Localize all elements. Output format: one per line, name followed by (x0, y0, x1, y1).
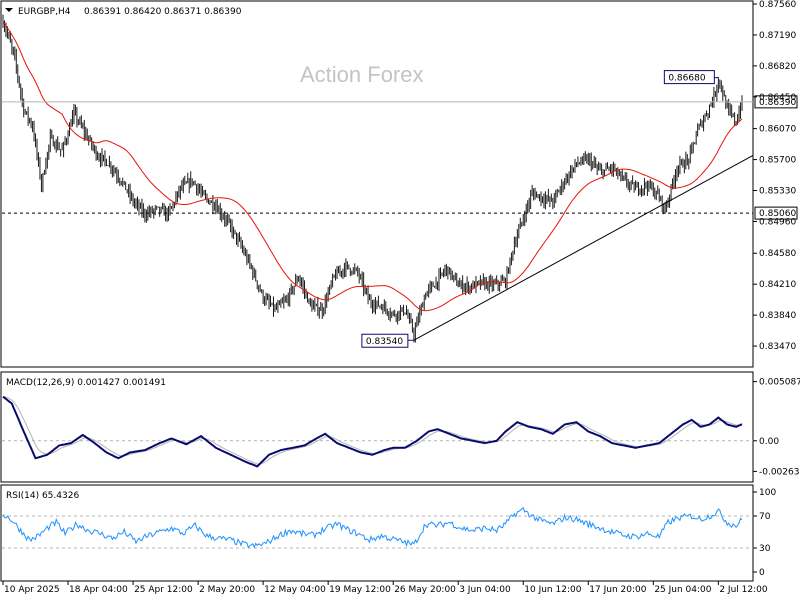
macd-y-tick-label: 0.00 (759, 437, 779, 447)
rsi-panel[interactable]: RSI(14) 65.4326 (0, 484, 754, 582)
watermark-text: Action Forex (300, 62, 424, 87)
low-label-box (361, 333, 409, 348)
rsi-level-lines (2, 515, 753, 549)
chart-menu-triangle-icon[interactable] (5, 8, 13, 12)
price-y-tick-label: 0.83470 (759, 342, 796, 352)
price-y-tick-label: 0.84210 (759, 280, 796, 290)
x-tick-label: 25 Apr 12:00 (134, 585, 193, 595)
price-panel[interactable]: Action Forex EURGBP,H4 0.86391 0.86420 0… (0, 0, 798, 368)
time-x-axis: 10 Apr 2025 18 Apr 04:00 25 Apr 12:00 2 May… (2, 581, 768, 595)
price-y-tick-label: 0.85700 (759, 156, 796, 166)
x-tick-label: 10 Jun 12:00 (524, 585, 581, 595)
price-y-tick-label: 0.85330 (759, 187, 796, 197)
support-level-label: 0.85060 (759, 209, 796, 219)
current-price-box (754, 95, 798, 109)
x-tick-label: 3 Jun 04:00 (459, 585, 511, 595)
ohlc-readout: 0.86391 0.86420 0.86371 0.86390 (84, 7, 242, 17)
symbol-title: EURGBP,H4 (18, 7, 71, 17)
rsi-title: RSI(14) 65.4326 (6, 491, 79, 501)
price-y-tick-label: 0.86820 (759, 62, 796, 72)
price-y-tick-label: 0.83840 (759, 311, 796, 321)
low-label: 0.83540 (366, 337, 403, 347)
macd-y-tick-label: 0.005087 (759, 378, 800, 388)
x-tick-label: 12 May 04:00 (264, 585, 326, 595)
x-tick-label: 25 Jun 04:00 (654, 585, 711, 595)
price-y-tick-label: 0.87560 (759, 0, 796, 10)
high-label-box (663, 70, 715, 85)
price-panel-frame (0, 0, 754, 368)
macd-lines (2, 395, 743, 468)
macd-main-line (2, 395, 743, 468)
x-tick-label: 17 Jun 20:00 (589, 585, 646, 595)
moving-average-line (2, 21, 743, 312)
x-tick-label: 19 May 12:00 (329, 585, 391, 595)
price-y-axis: 0.87560 0.87190 0.86820 0.86450 0.86070 0.857… (753, 0, 796, 352)
x-tick-label: 2 May 20:00 (199, 585, 255, 595)
macd-title: MACD(12,26,9) 0.001427 0.001491 (6, 378, 166, 388)
rsi-line (2, 506, 743, 549)
price-y-tick-label: 0.86070 (759, 125, 796, 135)
rsi-y-tick-label: 0 (759, 568, 765, 578)
rsi-y-tick-label: 100 (759, 488, 776, 498)
x-tick-label: 10 Apr 2025 (4, 585, 60, 595)
support-level-box (754, 206, 798, 220)
price-y-tick-label: 0.86450 (759, 93, 796, 103)
rsi-path (2, 506, 743, 549)
support-trendline (413, 154, 754, 341)
rsi-y-axis: 100 70 30 0 (753, 488, 776, 578)
current-price-label: 0.86390 (759, 98, 796, 108)
rsi-y-tick-label: 70 (759, 512, 771, 522)
price-y-tick-label: 0.84580 (759, 249, 796, 259)
x-tick-label: 26 May 20:00 (394, 585, 456, 595)
macd-panel-frame (0, 371, 754, 483)
x-tick-label: 2 Jul 12:00 (719, 585, 768, 595)
price-y-tick-label: 0.87190 (759, 31, 796, 41)
macd-panel[interactable]: MACD(12,26,9) 0.001427 0.001491 (0, 371, 754, 483)
trendline (413, 154, 754, 341)
moving-average-path (2, 21, 743, 312)
high-label: 0.86680 (668, 74, 705, 84)
rsi-y-tick-label: 30 (759, 544, 771, 554)
rsi-panel-frame (0, 484, 754, 582)
x-tick-label: 18 Apr 04:00 (69, 585, 128, 595)
price-annotations: 0.85060 0.86390 0.86680 0.83540 (2, 70, 798, 348)
price-y-tick-label: 0.84960 (759, 217, 796, 227)
